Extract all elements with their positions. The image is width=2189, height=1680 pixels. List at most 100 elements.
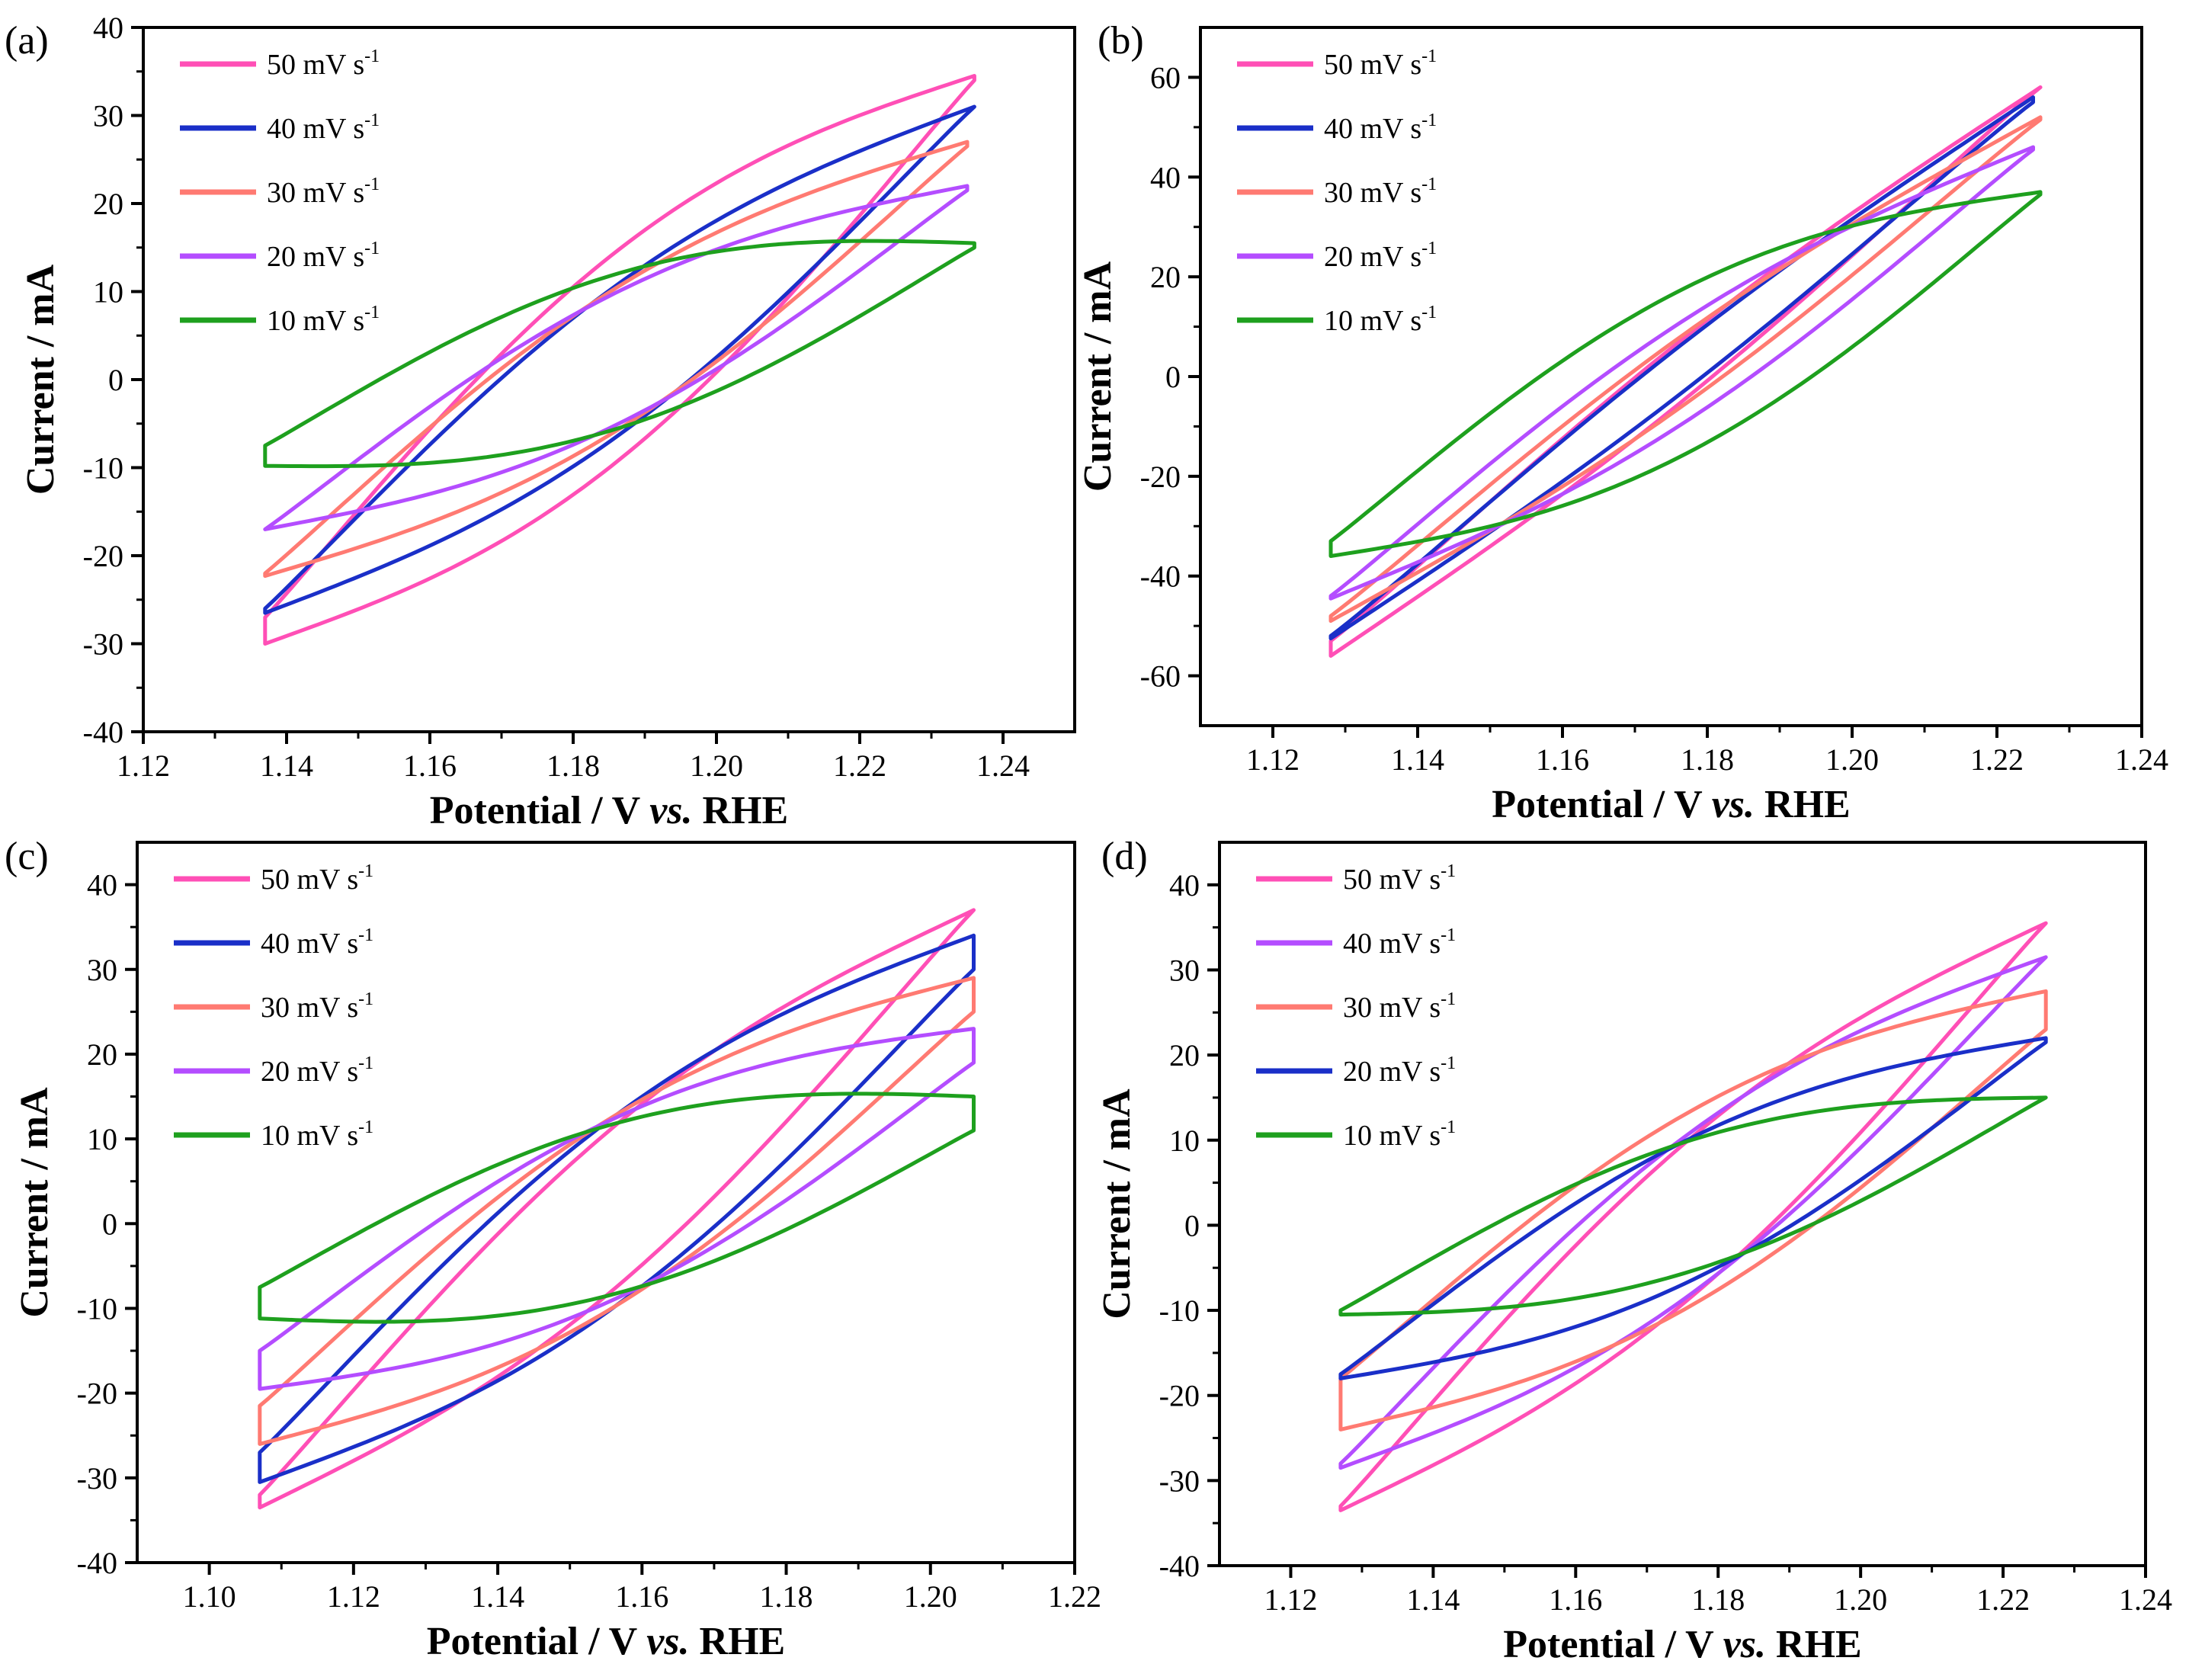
legend-label: 20 mV s-1 bbox=[261, 1053, 373, 1088]
legend-label: 50 mV s-1 bbox=[261, 861, 373, 896]
x-tick-label: 1.10 bbox=[183, 1579, 236, 1614]
cv-loop-20-mv bbox=[258, 1027, 976, 1391]
y-axis-title: Current / mA bbox=[1095, 1088, 1139, 1319]
y-tick-label: -40 bbox=[1159, 1549, 1200, 1583]
x-axis-title-part: Potential / V bbox=[427, 1620, 646, 1663]
legend-label: 10 mV s-1 bbox=[1343, 1117, 1456, 1152]
x-tick-label: 1.18 bbox=[1681, 742, 1734, 777]
y-tick-label: 20 bbox=[1150, 260, 1181, 294]
cv-loop-40-mv bbox=[1328, 95, 2035, 640]
legend-label: 10 mV s-1 bbox=[1324, 303, 1437, 337]
legend-label-main: 10 mV s bbox=[267, 305, 364, 337]
x-tick-label: 1.12 bbox=[1246, 742, 1300, 777]
legend-label-sup: -1 bbox=[364, 239, 380, 258]
legend-label-main: 50 mV s bbox=[1324, 49, 1421, 81]
legend-label-sup: -1 bbox=[358, 925, 373, 945]
y-tick-label: -10 bbox=[77, 1291, 117, 1326]
legend-label-main: 30 mV s bbox=[267, 177, 364, 209]
x-tick-label: 1.20 bbox=[1825, 742, 1879, 777]
cv-loop-50-mv bbox=[1328, 85, 2043, 658]
legend-label-sup: -1 bbox=[1421, 303, 1437, 322]
cv-loop-40-mv bbox=[1338, 955, 2048, 1470]
y-tick-label: 10 bbox=[1169, 1124, 1200, 1158]
legend-label: 50 mV s-1 bbox=[1343, 861, 1456, 896]
x-axis-title: Potential / V vs. RHE bbox=[427, 1620, 785, 1663]
legend-label-sup: -1 bbox=[1421, 111, 1437, 130]
x-tick-label: 1.14 bbox=[1406, 1582, 1460, 1617]
legend-label-sup: -1 bbox=[358, 989, 373, 1009]
panel-c: 1.10 1.12 1.14 1.16 1.18 1.20 1.22-40-30-20-10… bbox=[5, 835, 1101, 1663]
x-axis-title-part: RHE bbox=[693, 789, 789, 832]
y-tick-label: 40 bbox=[1169, 868, 1200, 903]
x-tick-label: 1.20 bbox=[1834, 1582, 1887, 1617]
legend-label-main: 30 mV s bbox=[1324, 177, 1421, 209]
panel-label: (c) bbox=[5, 835, 49, 878]
legend-label-sup: -1 bbox=[1421, 175, 1437, 194]
x-tick-label: 1.14 bbox=[260, 749, 313, 783]
x-axis-title: Potential / V vs. RHE bbox=[1492, 783, 1850, 826]
legend-label: 20 mV s-1 bbox=[267, 239, 380, 273]
x-tick-label: 1.24 bbox=[2119, 1582, 2172, 1617]
y-tick-label: 20 bbox=[1169, 1038, 1200, 1072]
y-tick-label: 30 bbox=[87, 953, 117, 987]
x-axis-title: Potential / V vs. RHE bbox=[430, 789, 788, 832]
y-tick-label: -40 bbox=[1140, 559, 1181, 594]
cv-loop-30-mv bbox=[258, 976, 976, 1446]
legend-label: 40 mV s-1 bbox=[1324, 111, 1437, 145]
legend-label-main: 20 mV s bbox=[261, 1056, 358, 1088]
legend-label-sup: -1 bbox=[358, 861, 373, 881]
y-tick-label: 60 bbox=[1150, 60, 1181, 95]
x-tick-label: 1.16 bbox=[615, 1579, 668, 1614]
y-tick-label: -20 bbox=[1159, 1379, 1200, 1413]
cv-loop-30-mv bbox=[1328, 115, 2043, 624]
y-tick-label: -30 bbox=[83, 627, 123, 662]
y-tick-label: -30 bbox=[1159, 1464, 1200, 1498]
x-tick-label: 1.12 bbox=[327, 1579, 380, 1614]
x-tick-label: 1.14 bbox=[471, 1579, 524, 1614]
panel-label: (d) bbox=[1101, 835, 1148, 878]
x-axis-title-part: Potential / V bbox=[1492, 783, 1711, 826]
panel-label: (b) bbox=[1098, 19, 1144, 63]
y-tick-label: 20 bbox=[87, 1037, 117, 1072]
x-tick-label: 1.16 bbox=[1536, 742, 1589, 777]
x-tick-label: 1.12 bbox=[1264, 1582, 1317, 1617]
y-axis-title: Current / mA bbox=[13, 1087, 56, 1318]
x-axis-title: Potential / V vs. RHE bbox=[1503, 1623, 1861, 1666]
panel-label: (a) bbox=[5, 19, 49, 63]
legend-label: 20 mV s-1 bbox=[1343, 1053, 1456, 1088]
legend-label-sup: -1 bbox=[364, 175, 380, 194]
x-tick-label: 1.20 bbox=[904, 1579, 957, 1614]
x-tick-label: 1.18 bbox=[1691, 1582, 1745, 1617]
legend-label-main: 20 mV s bbox=[1324, 241, 1421, 273]
legend-label-main: 10 mV s bbox=[1343, 1120, 1441, 1152]
legend-label-main: 40 mV s bbox=[261, 928, 358, 960]
y-tick-label: 40 bbox=[87, 868, 117, 903]
y-tick-label: -40 bbox=[77, 1546, 117, 1580]
legend-label-main: 10 mV s bbox=[1324, 305, 1421, 337]
y-tick-label: 20 bbox=[93, 187, 123, 221]
legend-label-main: 30 mV s bbox=[261, 992, 358, 1024]
cv-loop-10-mv bbox=[1338, 1095, 2048, 1317]
cv-loop-20-mv bbox=[1328, 145, 2035, 601]
plot-frame bbox=[136, 841, 1076, 1564]
x-tick-label: 1.20 bbox=[690, 749, 743, 783]
legend-label: 30 mV s-1 bbox=[267, 175, 380, 209]
y-tick-label: -20 bbox=[83, 539, 123, 573]
y-tick-label: -40 bbox=[83, 715, 123, 749]
y-tick-label: -10 bbox=[83, 451, 123, 486]
cv-loop-50-mv bbox=[258, 908, 976, 1510]
x-axis-title-part: RHE bbox=[1755, 783, 1851, 826]
x-axis-title-part: Potential / V bbox=[1503, 1623, 1723, 1666]
y-tick-label: -20 bbox=[77, 1377, 117, 1411]
legend-label-sup: -1 bbox=[1441, 1117, 1456, 1137]
legend-label-main: 30 mV s bbox=[1343, 992, 1441, 1024]
y-tick-label: -30 bbox=[77, 1461, 117, 1496]
panel-d: 1.12 1.14 1.16 1.18 1.20 1.22 1.24-40-30-20-10… bbox=[1095, 835, 2172, 1666]
x-tick-label: 1.22 bbox=[1976, 1582, 2030, 1617]
panel-a: 1.12 1.14 1.16 1.18 1.20 1.22 1.24-40-30-20-10… bbox=[5, 11, 1076, 832]
x-tick-label: 1.14 bbox=[1391, 742, 1444, 777]
legend-label-main: 10 mV s bbox=[261, 1120, 358, 1152]
x-tick-label: 1.12 bbox=[117, 749, 170, 783]
legend-label-sup: -1 bbox=[1421, 239, 1437, 258]
y-tick-label: 10 bbox=[87, 1122, 117, 1156]
